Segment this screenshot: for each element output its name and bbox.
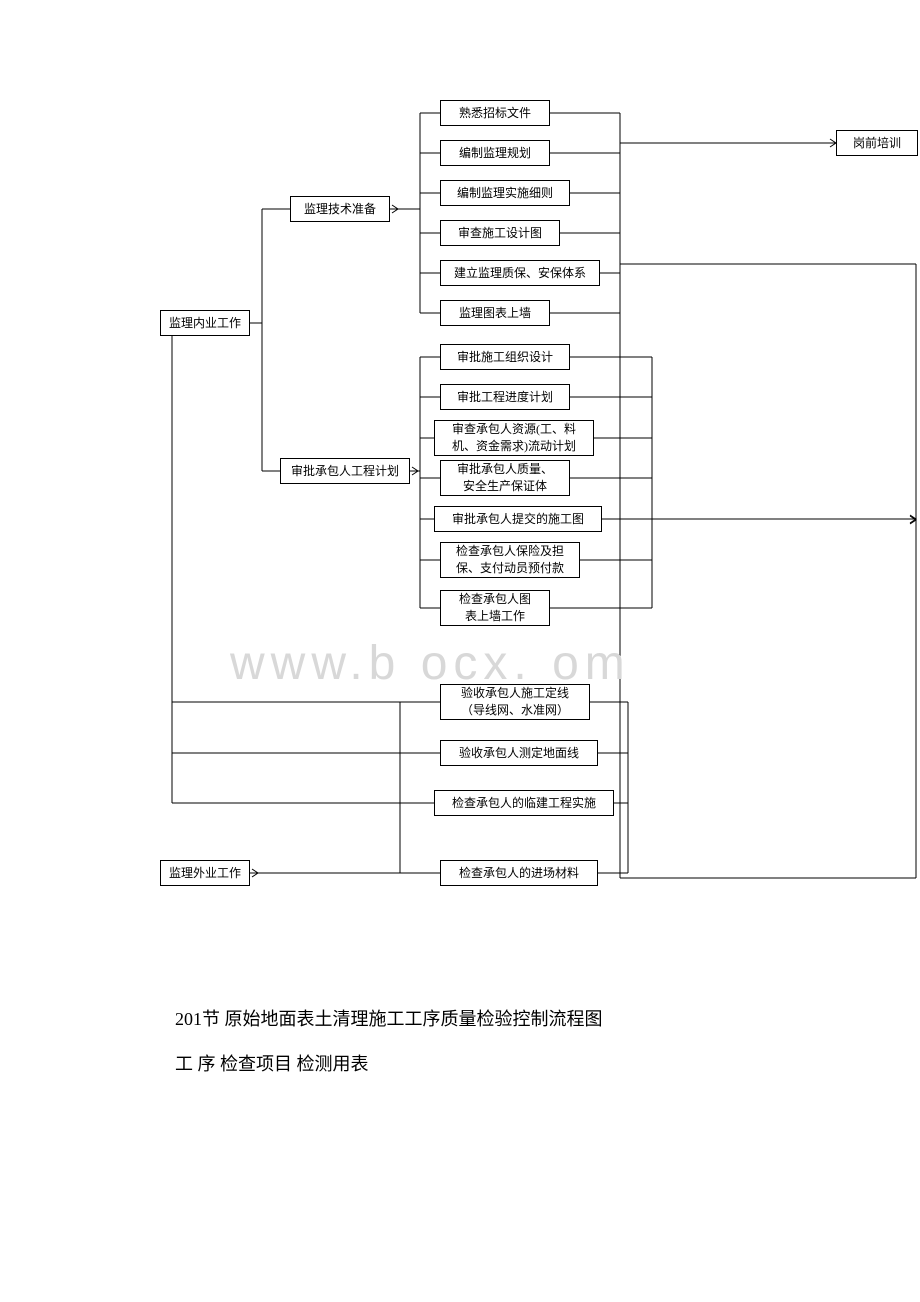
node-a2: 编制监理规划: [440, 140, 550, 166]
node-b5: 审批承包人提交的施工图: [434, 506, 602, 532]
node-root-external: 监理外业工作: [160, 860, 250, 886]
node-a5: 建立监理质保、安保体系: [440, 260, 600, 286]
node-b2: 审批工程进度计划: [440, 384, 570, 410]
node-b4: 审批承包人质量、 安全生产保证体: [440, 460, 570, 496]
footer-line-2: 工 序 检查项目 检测用表: [175, 1045, 369, 1085]
node-a3: 编制监理实施细则: [440, 180, 570, 206]
node-c4: 检查承包人的进场材料: [440, 860, 598, 886]
node-a4: 审查施工设计图: [440, 220, 560, 246]
node-a6: 监理图表上墙: [440, 300, 550, 326]
node-c2: 验收承包人测定地面线: [440, 740, 598, 766]
node-mid-tech-prep: 监理技术准备: [290, 196, 390, 222]
node-b3: 审查承包人资源(工、料 机、资金需求)流动计划: [434, 420, 594, 456]
node-c3: 检查承包人的临建工程实施: [434, 790, 614, 816]
node-root-internal: 监理内业工作: [160, 310, 250, 336]
node-a1: 熟悉招标文件: [440, 100, 550, 126]
node-mid-approve-plan: 审批承包人工程计划: [280, 458, 410, 484]
flowchart: 监理内业工作 监理外业工作 监理技术准备 审批承包人工程计划 熟悉招标文件 编制…: [160, 100, 920, 890]
node-b1: 审批施工组织设计: [440, 344, 570, 370]
node-b7: 检查承包人图 表上墙工作: [440, 590, 550, 626]
footer-line-1: 201节 原始地面表土清理施工工序质量检验控制流程图: [175, 1000, 603, 1040]
node-c1: 验收承包人施工定线 （导线网、水准网）: [440, 684, 590, 720]
watermark: www.b ocx. om: [230, 636, 631, 691]
node-right-training: 岗前培训: [836, 130, 918, 156]
node-b6: 检查承包人保险及担 保、支付动员预付款: [440, 542, 580, 578]
